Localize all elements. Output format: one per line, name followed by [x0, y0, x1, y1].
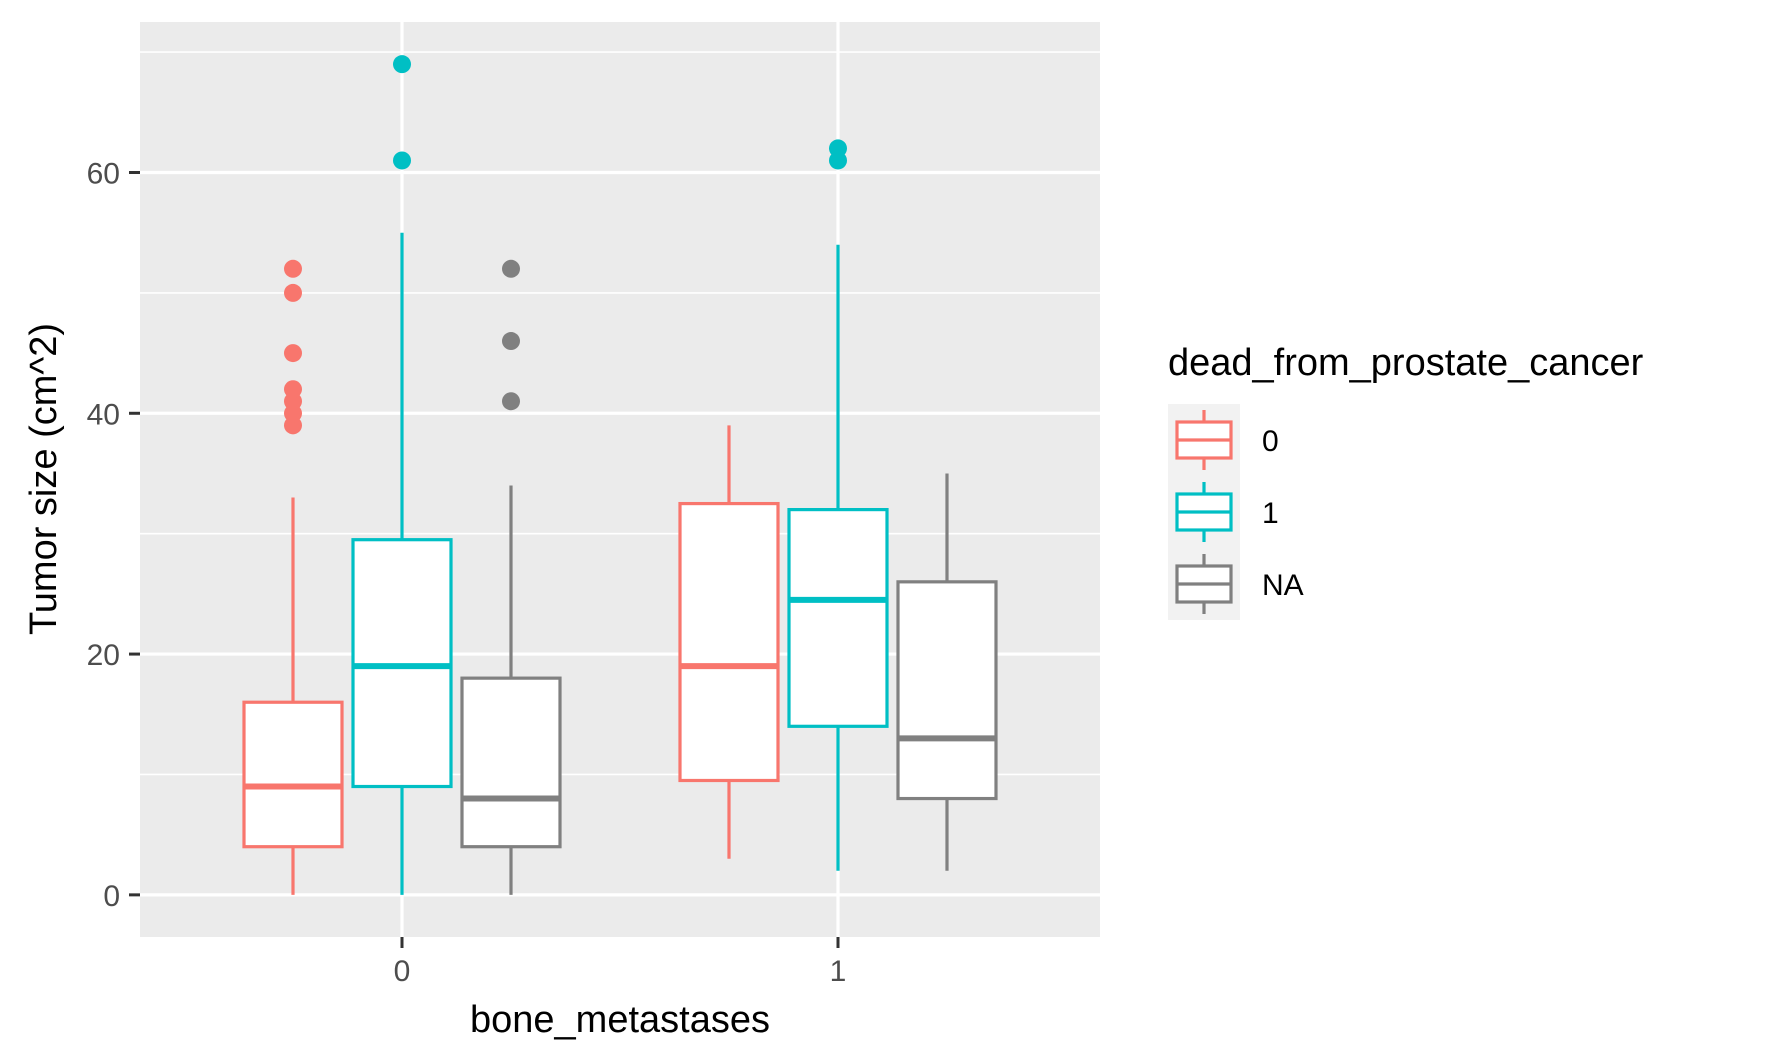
box-iqr: [351, 538, 453, 789]
box-iqr: [460, 676, 562, 849]
legend-label: 0: [1262, 425, 1279, 458]
box-iqr: [678, 501, 780, 783]
box-1-series-0: [678, 425, 780, 859]
outlier-point: [284, 283, 302, 302]
y-tick-label: 40: [87, 398, 120, 431]
legend-key-1: [1175, 482, 1233, 542]
box-iqr: [242, 700, 344, 849]
box-iqr: [896, 580, 998, 801]
legend-label: 1: [1262, 497, 1279, 530]
x-tick-label: 0: [394, 955, 411, 988]
outlier-point: [284, 259, 302, 278]
outlier-point: [393, 55, 411, 74]
box-0-series-0: [242, 259, 344, 895]
box-1-series-NA: [896, 473, 998, 871]
y-tick-label: 0: [103, 880, 120, 913]
boxes: [242, 55, 998, 895]
legend-key-0: [1175, 410, 1233, 470]
outlier-point: [829, 139, 847, 158]
x-tick-label: 1: [830, 955, 847, 988]
legend-title: dead_from_prostate_cancer: [1168, 342, 1644, 384]
outlier-point: [502, 392, 520, 411]
legend: dead_from_prostate_cancer 0 1 NA: [1168, 342, 1644, 620]
outlier-point: [502, 259, 520, 278]
box-0-series-1: [351, 55, 453, 895]
box-0-series-NA: [460, 259, 562, 895]
box-1-series-1: [787, 139, 889, 871]
outlier-point: [284, 344, 302, 363]
y-axis-title: Tumor size (cm^2): [23, 323, 65, 635]
legend-label: NA: [1262, 569, 1304, 602]
legend-key-NA: [1175, 554, 1233, 614]
box-iqr: [787, 507, 889, 728]
y-tick-label: 20: [87, 639, 120, 672]
y-axis: 0 20 40 60: [87, 157, 140, 913]
x-axis-title: bone_metastases: [470, 999, 770, 1041]
outlier-point: [502, 332, 520, 351]
outlier-point: [284, 380, 302, 399]
y-tick-label: 60: [87, 157, 120, 190]
outlier-point: [393, 151, 411, 170]
